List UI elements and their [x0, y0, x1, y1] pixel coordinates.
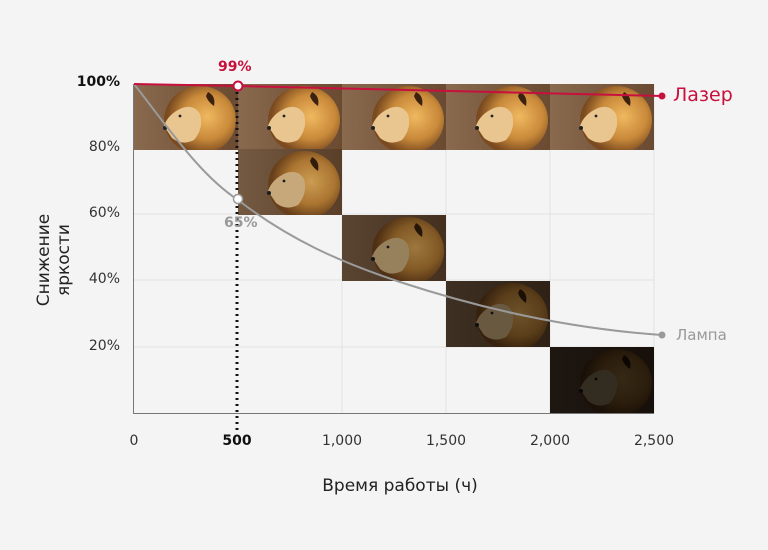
- y-tick-60: 60%: [88, 205, 120, 221]
- lion-tile-100: [342, 84, 446, 150]
- laser-annotation-99: 99%: [218, 59, 252, 75]
- laser-series-line: [133, 83, 663, 97]
- lion-tile-100: [134, 84, 238, 150]
- x-tick-2500: 2,500: [633, 433, 675, 449]
- laser-point-500: [232, 80, 244, 92]
- lion-tile-40: [446, 281, 550, 347]
- lamp-end-marker: [658, 331, 666, 339]
- lion-tile-60: [342, 215, 446, 281]
- y-tick-100: 100%: [76, 74, 120, 90]
- lamp-annotation-65: 65%: [224, 215, 258, 231]
- x-tick-2000: 2,000: [529, 433, 571, 449]
- x-tick-1500: 1,500: [425, 433, 467, 449]
- x-tick-500: 500: [222, 433, 252, 449]
- lamp-point-500: [232, 193, 244, 205]
- lion-tile-20: [550, 347, 654, 413]
- x-tick-0: 0: [129, 433, 139, 449]
- x-tick-1000: 1,000: [321, 433, 363, 449]
- lamp-series-line: [133, 83, 663, 336]
- legend-lamp: Лампа: [676, 326, 727, 344]
- y-tick-40: 40%: [88, 271, 120, 287]
- lion-tile-80: [238, 149, 342, 215]
- y-tick-20: 20%: [88, 338, 120, 354]
- lion-tile-100: [446, 84, 550, 150]
- y-axis-label: Снижение яркости: [34, 213, 74, 307]
- legend-laser: Лазер: [673, 84, 733, 106]
- y-tick-80: 80%: [88, 139, 120, 155]
- lion-tile-100: [238, 84, 342, 150]
- x-axis-label: Время работы (ч): [322, 476, 478, 496]
- laser-end-marker: [658, 92, 666, 100]
